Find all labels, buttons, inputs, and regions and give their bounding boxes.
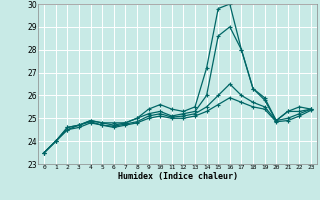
X-axis label: Humidex (Indice chaleur): Humidex (Indice chaleur) [118, 172, 238, 181]
